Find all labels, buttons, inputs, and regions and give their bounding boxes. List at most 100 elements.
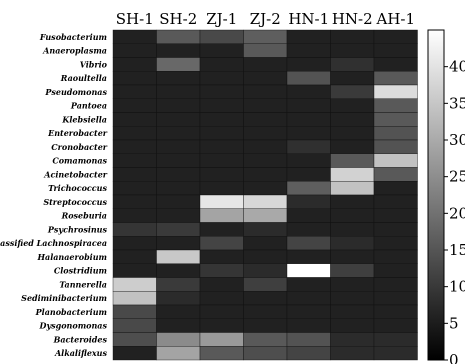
heatmap-cell-acinetobacter-hn-2 xyxy=(330,167,375,182)
row-label-unclassified-lachnospiracea: Unclassified Lachnospiracea xyxy=(0,238,107,248)
heatmap-cell-alkaliflexus-zj-2 xyxy=(243,346,288,361)
row-label-bacteroides: Bacteroides xyxy=(53,334,108,344)
row-label-dysgonomonas: Dysgonomonas xyxy=(39,321,108,331)
heatmap-cell-alkaliflexus-ah-1 xyxy=(373,346,418,361)
heatmap-cell-acinetobacter-sh-2 xyxy=(156,167,201,182)
heatmap-cell-planobacterium-sh-1 xyxy=(112,304,157,319)
row-label-tannerella: Tannerella xyxy=(59,279,107,289)
colorbar-tick-label: 25 xyxy=(449,168,465,186)
heatmap-cell-comamonas-sh-1 xyxy=(112,153,157,168)
heatmap-cell-cronobacter-hn-1 xyxy=(286,139,331,154)
heatmap-cell-klebsiella-zj-1 xyxy=(199,112,244,127)
heatmap-cell-clostridium-hn-1 xyxy=(286,263,331,278)
heatmap-cell-vibrio-ah-1 xyxy=(373,57,418,72)
heatmap-cell-comamonas-hn-2 xyxy=(330,153,375,168)
heatmap-cell-fusobacterium-zj-2 xyxy=(243,29,288,44)
heatmap-cell-planobacterium-zj-2 xyxy=(243,304,288,319)
colorbar-ticks: 0 5 10 15 20 25 30 35 40 xyxy=(444,58,465,364)
heatmap-cell-comamonas-sh-2 xyxy=(156,153,201,168)
heatmap-cell-psychrosinus-sh-2 xyxy=(156,222,201,237)
heatmap-cell-alkaliflexus-sh-1 xyxy=(112,346,157,361)
heatmap-cell-dysgonomonas-sh-1 xyxy=(112,318,157,333)
heatmap-cell-dysgonomonas-sh-2 xyxy=(156,318,201,333)
heatmap-cell-raoultella-zj-2 xyxy=(243,71,288,86)
heatmap-cell-unclassified-lachnospiracea-sh-2 xyxy=(156,236,201,251)
heatmap-cell-raoultella-ah-1 xyxy=(373,71,418,86)
heatmap-cell-psychrosinus-zj-2 xyxy=(243,222,288,237)
row-label-pantoea: Pantoea xyxy=(70,101,107,111)
heatmap-cell-bacteroides-hn-1 xyxy=(286,332,331,347)
heatmap-cell-tannerella-hn-2 xyxy=(330,277,375,292)
heatmap-cell-tannerella-sh-1 xyxy=(112,277,157,292)
heatmap-cell-streptococcus-sh-2 xyxy=(156,194,201,209)
heatmap-cell-alkaliflexus-hn-2 xyxy=(330,346,375,361)
heatmap-cell-streptococcus-ah-1 xyxy=(373,194,418,209)
heatmap-cell-streptococcus-sh-1 xyxy=(112,194,157,209)
heatmap-cell-sediminibacterium-zj-1 xyxy=(199,291,244,306)
heatmap-cell-klebsiella-sh-1 xyxy=(112,112,157,127)
heatmap-cell-unclassified-lachnospiracea-zj-2 xyxy=(243,236,288,251)
heatmap-cell-streptococcus-zj-2 xyxy=(243,194,288,209)
heatmap-cell-halanaerobium-sh-1 xyxy=(112,249,157,264)
heatmap-cell-sediminibacterium-zj-2 xyxy=(243,291,288,306)
heatmap-cell-acinetobacter-sh-1 xyxy=(112,167,157,182)
heatmap-cell-dysgonomonas-hn-2 xyxy=(330,318,375,333)
heatmap-cell-clostridium-zj-1 xyxy=(199,263,244,278)
heatmap-cell-trichococcus-sh-1 xyxy=(112,181,157,196)
heatmap-cell-cronobacter-zj-1 xyxy=(199,139,244,154)
heatmap-cell-enterobacter-ah-1 xyxy=(373,126,418,141)
heatmap-cell-anaeroplasma-hn-2 xyxy=(330,43,375,58)
heatmap-cell-raoultella-zj-1 xyxy=(199,71,244,86)
column-label-zj-2: ZJ-2 xyxy=(250,10,281,28)
heatmap-cell-streptococcus-zj-1 xyxy=(199,194,244,209)
column-label-zj-1: ZJ-1 xyxy=(206,10,237,28)
heatmap-cell-halanaerobium-hn-1 xyxy=(286,249,331,264)
heatmap-cell-roseburia-sh-1 xyxy=(112,208,157,223)
column-label-sh-1: SH-1 xyxy=(116,10,154,28)
heatmap-cell-alkaliflexus-sh-2 xyxy=(156,346,201,361)
heatmap-cell-acinetobacter-zj-1 xyxy=(199,167,244,182)
heatmap-cell-vibrio-hn-1 xyxy=(286,57,331,72)
heatmap-cell-pantoea-sh-2 xyxy=(156,98,201,113)
heatmap-cell-unclassified-lachnospiracea-hn-1 xyxy=(286,236,331,251)
heatmap-cell-klebsiella-hn-1 xyxy=(286,112,331,127)
heatmap-cell-fusobacterium-hn-2 xyxy=(330,29,375,44)
row-label-psychrosinus: Psychrosinus xyxy=(47,224,108,234)
heatmap-cell-klebsiella-hn-2 xyxy=(330,112,375,127)
heatmap-cell-anaeroplasma-ah-1 xyxy=(373,43,418,58)
heatmap-cell-trichococcus-ah-1 xyxy=(373,181,418,196)
heatmap-cell-pseudomonas-zj-1 xyxy=(199,84,244,99)
colorbar-tick-label: 40 xyxy=(449,58,465,76)
heatmap-cell-roseburia-zj-1 xyxy=(199,208,244,223)
row-label-alkaliflexus: Alkaliflexus xyxy=(54,348,108,358)
colorbar: 0 5 10 15 20 25 30 35 40 xyxy=(427,29,465,364)
heatmap-cell-acinetobacter-hn-1 xyxy=(286,167,331,182)
row-label-streptococcus: Streptococcus xyxy=(43,197,107,207)
heatmap-cell-cronobacter-sh-2 xyxy=(156,139,201,154)
colorbar-tick-label: 10 xyxy=(449,278,465,296)
heatmap-cell-enterobacter-hn-2 xyxy=(330,126,375,141)
colorbar-tick-label: 5 xyxy=(449,314,459,332)
row-labels: Fusobacterium Anaeroplasma Vibrio Raoultell… xyxy=(0,32,108,358)
heatmap-cell-tannerella-hn-1 xyxy=(286,277,331,292)
heatmap-cell-cronobacter-sh-1 xyxy=(112,139,157,154)
heatmap-cell-tannerella-ah-1 xyxy=(373,277,418,292)
heatmap-cell-anaeroplasma-hn-1 xyxy=(286,43,331,58)
heatmap-cell-sediminibacterium-sh-1 xyxy=(112,291,157,306)
heatmap-cell-unclassified-lachnospiracea-ah-1 xyxy=(373,236,418,251)
heatmap-cell-psychrosinus-sh-1 xyxy=(112,222,157,237)
heatmap-cell-halanaerobium-ah-1 xyxy=(373,249,418,264)
heatmap-cell-fusobacterium-sh-1 xyxy=(112,29,157,44)
heatmap-cell-bacteroides-zj-1 xyxy=(199,332,244,347)
heatmap-cell-halanaerobium-zj-2 xyxy=(243,249,288,264)
row-label-cronobacter: Cronobacter xyxy=(51,142,108,152)
heatmap-cell-sediminibacterium-ah-1 xyxy=(373,291,418,306)
heatmap-cell-enterobacter-sh-1 xyxy=(112,126,157,141)
heatmap-cell-planobacterium-zj-1 xyxy=(199,304,244,319)
heatmap-cell-pantoea-zj-1 xyxy=(199,98,244,113)
heatmap-cell-raoultella-hn-2 xyxy=(330,71,375,86)
heatmap-cell-pantoea-ah-1 xyxy=(373,98,418,113)
column-label-hn-1: HN-1 xyxy=(288,10,329,28)
heatmap-cell-cronobacter-ah-1 xyxy=(373,139,418,154)
